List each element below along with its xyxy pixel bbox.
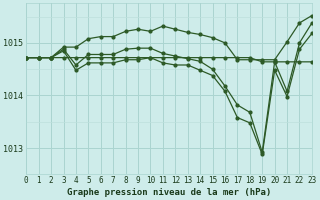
X-axis label: Graphe pression niveau de la mer (hPa): Graphe pression niveau de la mer (hPa) [67, 188, 271, 197]
